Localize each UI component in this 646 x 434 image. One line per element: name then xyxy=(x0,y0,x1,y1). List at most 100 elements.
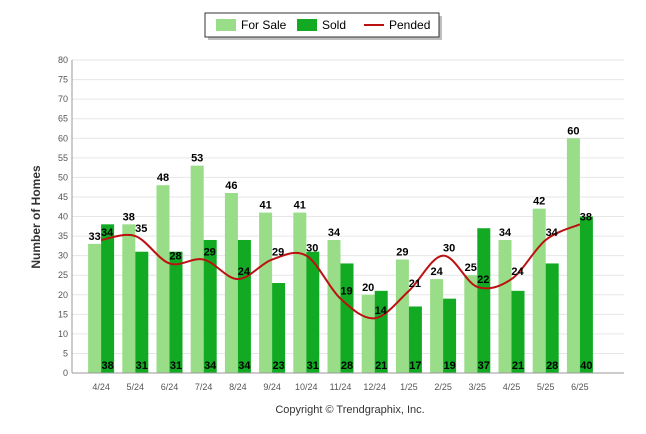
for-sale-bar xyxy=(532,208,546,373)
x-tick-label: 1/25 xyxy=(400,382,418,392)
x-tick-label: 6/25 xyxy=(571,382,589,392)
for-sale-value-label: 25 xyxy=(465,262,477,274)
sold-bar xyxy=(374,290,388,373)
for-sale-value-label: 41 xyxy=(294,200,306,212)
y-tick-label: 40 xyxy=(58,212,68,222)
sold-bar xyxy=(579,216,593,373)
sold-value-label: 31 xyxy=(170,360,182,372)
legend-label-pended: Pended xyxy=(389,18,430,32)
sold-value-label: 21 xyxy=(512,360,524,372)
sold-bar xyxy=(443,298,457,373)
bars xyxy=(88,138,593,373)
for-sale-bar xyxy=(395,259,409,373)
y-tick-label: 20 xyxy=(58,290,68,300)
sold-value-label: 19 xyxy=(443,360,455,372)
for-sale-bar xyxy=(190,165,204,373)
legend-swatch-sold xyxy=(297,19,317,31)
legend-swatch-for-sale xyxy=(216,19,236,31)
sold-value-label: 31 xyxy=(136,360,148,372)
sold-value-label: 17 xyxy=(409,360,421,372)
sold-bar xyxy=(203,239,217,373)
pended-value-label: 29 xyxy=(204,247,216,259)
x-tick-label: 8/24 xyxy=(229,382,247,392)
x-tick-label: 2/25 xyxy=(434,382,452,392)
x-tick-label: 9/24 xyxy=(263,382,281,392)
y-tick-label: 80 xyxy=(58,55,68,65)
pended-value-label: 19 xyxy=(340,286,352,298)
y-tick-label: 35 xyxy=(58,231,68,241)
pended-value-label: 14 xyxy=(375,305,388,317)
sold-bar xyxy=(101,224,115,373)
y-tick-label: 30 xyxy=(58,251,68,261)
sold-value-label: 34 xyxy=(204,360,217,372)
for-sale-bar xyxy=(156,185,170,373)
x-tick-label: 5/24 xyxy=(127,382,145,392)
sold-bar xyxy=(169,251,183,373)
y-tick-label: 60 xyxy=(58,133,68,143)
sold-value-label: 37 xyxy=(478,360,490,372)
y-tick-label: 65 xyxy=(58,114,68,124)
for-sale-value-label: 60 xyxy=(567,125,579,137)
x-tick-label: 7/24 xyxy=(195,382,213,392)
x-tick-label: 4/25 xyxy=(503,382,521,392)
pended-value-label: 30 xyxy=(306,243,318,255)
sold-bar xyxy=(545,263,559,373)
for-sale-bar xyxy=(88,243,102,373)
y-tick-label: 45 xyxy=(58,192,68,202)
for-sale-bar xyxy=(464,275,478,373)
for-sale-value-label: 29 xyxy=(396,247,408,259)
for-sale-bar xyxy=(566,138,580,373)
sold-value-label: 34 xyxy=(238,360,251,372)
y-tick-label: 15 xyxy=(58,309,68,319)
pended-value-label: 21 xyxy=(409,278,421,290)
legend-box xyxy=(204,12,440,38)
y-axis: 0 5 10 15 20 25 30 35 40 45 50 55 60 65 70 75 80 xyxy=(58,55,73,378)
y-tick-label: 75 xyxy=(58,75,68,85)
sold-value-label: 21 xyxy=(375,360,387,372)
sold-bar xyxy=(408,306,422,373)
for-sale-value-label: 38 xyxy=(123,211,135,223)
y-tick-label: 70 xyxy=(58,94,68,104)
pended-value-label: 34 xyxy=(546,227,559,239)
for-sale-value-label: 46 xyxy=(225,180,237,192)
pended-value-label: 22 xyxy=(477,274,489,286)
legend-label-sold: Sold xyxy=(322,18,346,32)
data-labels: 33 38 38 31 48 31 53 34 46 34 41 23 41 31 34 28 20 21 29 17… xyxy=(88,125,592,372)
copyright-text: Copyright © Trendgraphix, Inc. xyxy=(275,404,424,416)
legend-label-for-sale: For Sale xyxy=(241,18,287,32)
y-tick-label: 0 xyxy=(63,368,68,378)
for-sale-value-label: 42 xyxy=(533,196,545,208)
sold-value-label: 38 xyxy=(101,360,113,372)
y-tick-label: 50 xyxy=(58,172,68,182)
x-tick-label: 12/24 xyxy=(363,382,386,392)
for-sale-bar xyxy=(361,294,375,373)
pended-value-label: 38 xyxy=(580,211,592,223)
pended-value-label: 35 xyxy=(135,223,147,235)
for-sale-value-label: 20 xyxy=(362,282,374,294)
x-axis: 4/24 5/24 6/24 7/24 8/24 9/24 10/24 11/24 12/24 1… xyxy=(72,372,624,392)
y-tick-label: 10 xyxy=(58,329,68,339)
sold-bar xyxy=(477,228,491,373)
for-sale-bar xyxy=(498,239,512,373)
for-sale-value-label: 33 xyxy=(88,231,100,243)
pended-value-label: 28 xyxy=(169,250,181,262)
pended-line xyxy=(100,223,581,320)
sold-value-label: 28 xyxy=(546,360,558,372)
for-sale-bar xyxy=(224,193,238,373)
sold-bar xyxy=(237,239,251,373)
pended-value-label: 29 xyxy=(272,247,284,259)
pended-value-label: 24 xyxy=(511,266,524,278)
sold-bar xyxy=(135,251,149,373)
pended-value-label: 34 xyxy=(101,227,114,239)
y-tick-label: 5 xyxy=(63,348,68,358)
x-tick-label: 10/24 xyxy=(295,382,318,392)
x-tick-label: 11/24 xyxy=(330,382,352,392)
sold-value-label: 28 xyxy=(341,360,353,372)
for-sale-bar xyxy=(122,224,136,373)
for-sale-value-label: 34 xyxy=(499,227,512,239)
sold-value-label: 40 xyxy=(580,360,592,372)
legend[interactable]: For Sale Sold Pended xyxy=(204,12,442,40)
sold-bar xyxy=(272,283,286,373)
